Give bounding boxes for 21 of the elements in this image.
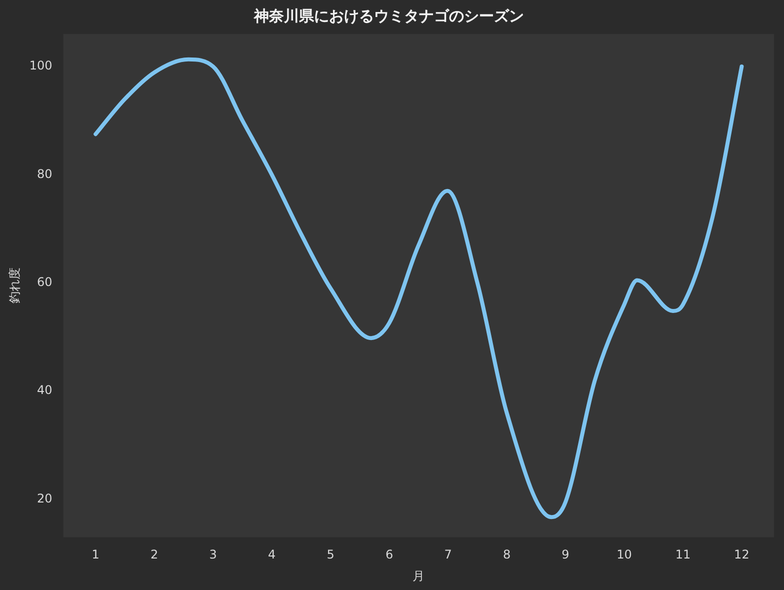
x-tick-label: 11 (675, 548, 691, 562)
x-tick-label: 6 (385, 548, 394, 562)
y-axis-title: 釣れ度 (7, 268, 22, 304)
x-tick-label: 2 (150, 548, 158, 562)
x-tick-label: 4 (268, 548, 276, 562)
x-tick-label: 7 (444, 548, 452, 562)
y-tick-label: 20 (37, 491, 52, 506)
x-tick-label: 9 (562, 548, 570, 562)
line-series (94, 57, 744, 520)
x-axis-title: 月 (412, 568, 425, 583)
y-tick-label: 100 (29, 58, 52, 73)
y-tick-label: 60 (37, 275, 52, 290)
x-tick-label: 12 (734, 548, 750, 562)
x-tick-label: 3 (209, 548, 217, 562)
y-tick-label: 80 (37, 166, 52, 181)
x-tick-label: 8 (502, 548, 511, 562)
x-tick-label: 5 (326, 548, 334, 562)
y-tick-label: 40 (37, 383, 52, 398)
chart-title: 神奈川県におけるウミタナゴのシーズン (253, 6, 524, 25)
x-tick-label: 10 (616, 548, 632, 562)
x-tick-label: 1 (92, 548, 100, 562)
